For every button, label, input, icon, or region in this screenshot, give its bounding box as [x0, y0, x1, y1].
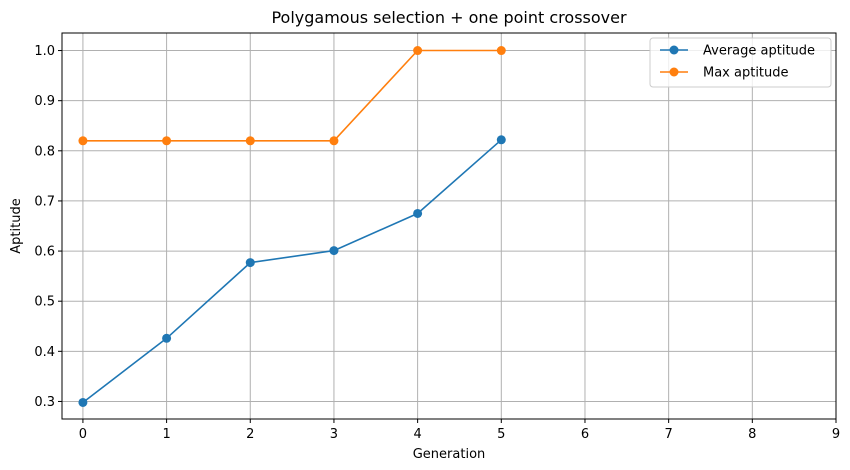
series-layer — [78, 46, 506, 407]
x-tick-label: 4 — [413, 427, 421, 442]
series-0 — [78, 135, 506, 407]
legend-box — [649, 37, 832, 88]
x-tick-label: 3 — [330, 427, 338, 442]
y-tick-label: 0.6 — [34, 245, 55, 260]
legend: Average aptitude Max aptitude — [649, 37, 832, 88]
y-tick-label: 0.9 — [34, 94, 55, 109]
legend-label: Average aptitude — [703, 44, 815, 59]
y-tick-label: 1.0 — [34, 44, 55, 59]
legend-marker — [669, 45, 679, 55]
x-tick-label: 5 — [497, 427, 505, 442]
plot-area-frame — [61, 32, 837, 420]
x-axis-label: Generation — [413, 447, 486, 462]
data-point — [162, 136, 172, 146]
data-point — [329, 136, 339, 146]
y-tick-label: 0.7 — [34, 194, 55, 209]
y-axis-ticks: 0.3 0.4 0.5 0.6 0.7 0.8 0.9 1.0 — [34, 44, 62, 410]
x-tick-label: 7 — [665, 427, 673, 442]
chart-title: Polygamous selection + one point crossov… — [271, 8, 627, 27]
y-tick-label: 0.8 — [34, 144, 55, 159]
x-tick-label: 9 — [832, 427, 840, 442]
data-point — [413, 46, 423, 56]
data-point — [78, 397, 88, 407]
legend-entries: Average aptitude Max aptitude — [660, 44, 815, 81]
data-point — [329, 246, 339, 256]
x-tick-label: 2 — [246, 427, 254, 442]
x-tick-label: 8 — [748, 427, 756, 442]
data-point — [78, 136, 88, 146]
series-line — [82, 139, 502, 404]
x-tick-label: 1 — [162, 427, 170, 442]
x-tick-label: 0 — [79, 427, 87, 442]
data-point — [245, 258, 255, 268]
y-axis-label: Aptitude — [9, 198, 24, 253]
y-tick-label: 0.5 — [34, 295, 55, 310]
legend-marker — [669, 67, 679, 77]
series-line — [82, 49, 502, 142]
data-point — [245, 136, 255, 146]
data-point — [496, 135, 506, 145]
series-1 — [78, 46, 506, 146]
y-tick-label: 0.3 — [34, 395, 55, 410]
data-point — [496, 46, 506, 56]
x-axis-ticks: 0 1 2 3 4 5 6 7 8 9 — [79, 419, 840, 442]
y-tick-label: 0.4 — [34, 345, 55, 360]
x-tick-label: 6 — [581, 427, 589, 442]
grid — [62, 33, 837, 419]
data-point — [162, 333, 172, 343]
data-point — [413, 208, 423, 218]
legend-label: Max aptitude — [703, 66, 789, 81]
